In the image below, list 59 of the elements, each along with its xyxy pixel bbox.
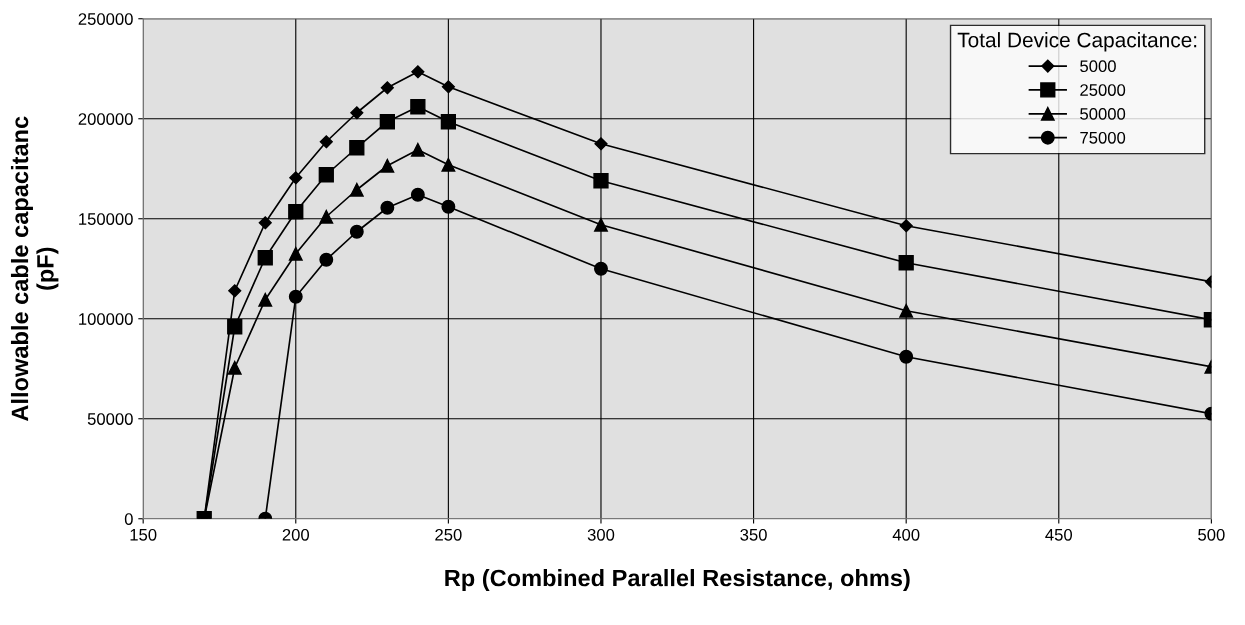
legend-label: 25000 xyxy=(1080,84,1126,96)
y-tick-label: 0 xyxy=(124,513,133,525)
y-tick-label: 150000 xyxy=(79,213,133,225)
x-tick-label: 400 xyxy=(892,528,920,541)
point xyxy=(318,167,334,183)
point xyxy=(380,158,395,173)
point xyxy=(350,106,364,120)
point xyxy=(899,303,914,318)
x-tick-label: 450 xyxy=(1045,528,1073,541)
point xyxy=(441,199,456,214)
point xyxy=(319,135,333,149)
point xyxy=(441,157,456,172)
point xyxy=(319,252,334,267)
point xyxy=(441,80,455,94)
x-tick-label: 300 xyxy=(587,528,615,541)
point xyxy=(349,140,365,156)
point xyxy=(898,255,914,271)
y-tick-label: 250000 xyxy=(78,13,133,25)
point xyxy=(410,99,426,115)
point xyxy=(593,173,609,189)
point xyxy=(594,261,608,276)
point xyxy=(349,182,364,197)
y-tick-label: 100000 xyxy=(79,313,133,325)
point xyxy=(288,204,304,220)
point xyxy=(899,349,914,364)
point xyxy=(288,289,303,304)
y-tick-label: 200000 xyxy=(78,113,133,125)
legend-label: 5000 xyxy=(1080,60,1116,73)
point xyxy=(288,246,303,261)
point xyxy=(380,81,394,95)
point xyxy=(349,224,364,239)
point xyxy=(594,217,608,232)
point xyxy=(380,200,395,215)
legend-label: 75000 xyxy=(1080,131,1126,144)
point xyxy=(899,219,913,233)
x-tick-label: 150 xyxy=(130,528,157,541)
y-tick-label: 50000 xyxy=(87,413,133,425)
y-axis-title: Allowable cable capacitanc (pF) xyxy=(10,116,59,422)
point xyxy=(258,292,273,307)
x-axis-title: Rp (Combined Parallel Resistance, ohms) xyxy=(445,569,910,592)
point xyxy=(289,171,303,185)
point xyxy=(411,65,425,79)
x-tick-label: 250 xyxy=(435,528,462,541)
point xyxy=(319,209,334,224)
legend-title: Total Device Capacitance: xyxy=(957,32,1197,52)
point xyxy=(594,137,608,151)
x-tick-label: 500 xyxy=(1198,528,1225,541)
legend-label: 50000 xyxy=(1080,108,1126,120)
point xyxy=(379,114,395,130)
x-tick-label: 350 xyxy=(740,528,767,541)
point xyxy=(257,250,273,266)
x-tick-label: 200 xyxy=(282,528,310,541)
point xyxy=(227,319,243,335)
point xyxy=(227,360,242,375)
point xyxy=(410,142,425,157)
point xyxy=(410,187,425,202)
point xyxy=(228,284,242,298)
point xyxy=(258,216,272,230)
point xyxy=(440,114,457,130)
